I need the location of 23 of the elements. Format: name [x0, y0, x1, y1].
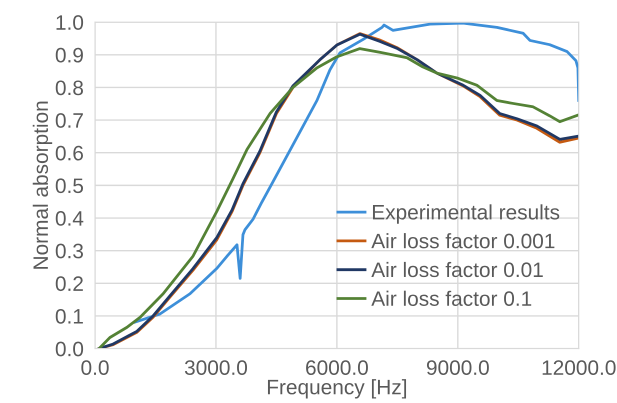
- y-tick-label: 0.6: [56, 146, 83, 160]
- y-tick-label: 0.0: [56, 342, 84, 356]
- x-tick-label: 3000.0: [184, 360, 247, 376]
- legend-label: Air loss factor 0.01: [371, 262, 543, 278]
- x-tick-label: 9000.0: [426, 360, 489, 376]
- y-axis-title: Normal absorption: [32, 102, 52, 269]
- y-tick-label: 0.1: [56, 308, 83, 324]
- line-series: [134, 22, 579, 324]
- y-tick-label: 0.4: [56, 211, 84, 226]
- legend-label: Air loss factor 0.001: [371, 233, 554, 248]
- y-tick-label: 0.8: [56, 80, 84, 96]
- y-tick-label: 1.0: [56, 15, 84, 30]
- y-tick-label: 0.5: [56, 178, 84, 194]
- x-tick-label: 12000.0: [542, 360, 616, 376]
- x-tick-label: 0.0: [81, 360, 109, 376]
- legend-label: Experimental results: [372, 204, 560, 224]
- y-tick-label: 0.2: [56, 276, 83, 292]
- x-axis-title: Frequency [Hz]: [268, 379, 406, 399]
- y-tick-label: 0.7: [56, 113, 83, 128]
- x-tick-label: 6000.0: [306, 360, 368, 376]
- legend-label: Air loss factor 0.1: [371, 290, 532, 306]
- y-tick-label: 0.3: [56, 244, 83, 258]
- y-tick-label: 0.9: [56, 48, 83, 63]
